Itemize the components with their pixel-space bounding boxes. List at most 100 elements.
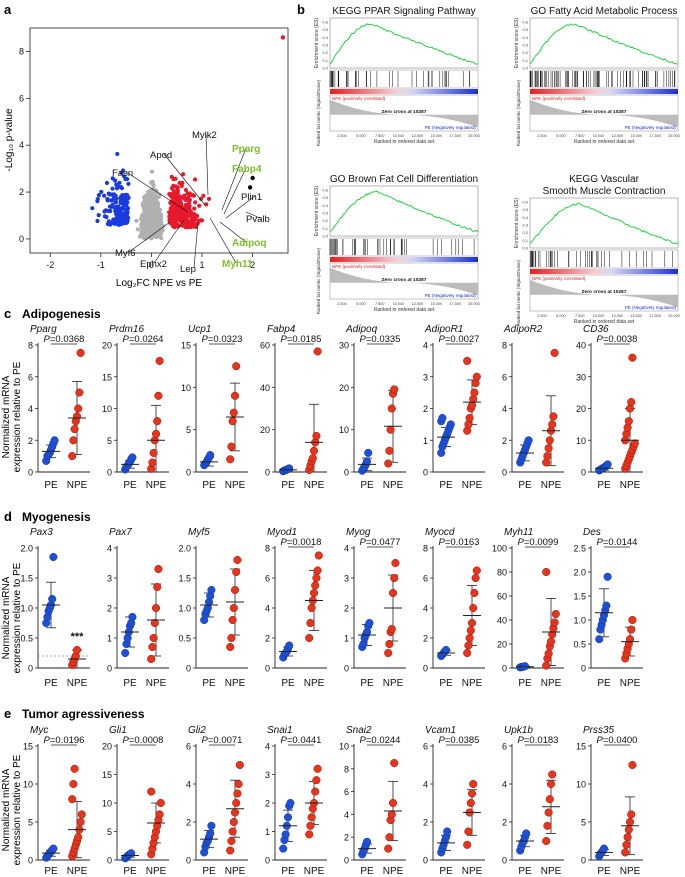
dotplot-ytick-label: 1.5: [573, 592, 586, 602]
volcano-point-up: [191, 193, 197, 198]
dotplot-point-npe: [472, 566, 481, 575]
dotplot-point-npe: [465, 633, 474, 643]
dotplot-ytick-label: 0: [423, 664, 428, 674]
gsea-hits-frame: [329, 69, 479, 89]
dotplot-point-npe: [385, 446, 394, 455]
dotplot-ytick-label: 1.0: [20, 604, 33, 614]
gsea-metric-label: Ranked list metric (Signal2Noise): [316, 247, 321, 314]
gsea-es-tick: 0.2: [322, 218, 328, 223]
dotplot-xtick-label: NPE: [541, 866, 562, 877]
gsea-xtick-label: 15,000: [430, 134, 442, 138]
dotplot-ytick-label: 0.5: [573, 640, 586, 650]
gsea-es-curve: [329, 23, 478, 65]
volcano-gene-label: Fasn: [112, 168, 133, 179]
dotplot-ytick-label: 2: [344, 833, 349, 843]
dotplot-ytick-label: 0: [107, 856, 112, 866]
dotplot-point-npe: [155, 810, 164, 819]
volcano-point-down: [118, 196, 123, 201]
dotplot-ytick-label: 10: [339, 742, 349, 752]
gsea-xtick-label: 7,500: [575, 314, 585, 318]
dotplot-point-npe: [390, 573, 399, 583]
volcano-point-down: [125, 176, 130, 182]
dotplot-point-pe: [50, 436, 59, 445]
dotplot-point-npe: [76, 348, 85, 357]
dotplot-point-pe: [286, 798, 295, 808]
dotplot-ytick-label: 1.0: [573, 616, 586, 626]
dotplot-ytick-label: 6: [186, 742, 191, 752]
dotplot-point-npe: [470, 588, 479, 598]
gsea-metric-label: Ranked list metric (Signal2Noise): [516, 259, 521, 326]
volcano-point-down: [119, 170, 124, 175]
dotplot-point-npe: [309, 588, 319, 598]
gsea-xtick-label: 17,500: [649, 314, 661, 318]
volcano-point-up: [189, 214, 194, 219]
dotplot-point-pe: [362, 457, 372, 466]
dotplot-pvalue: P=0.0400: [597, 735, 638, 746]
dotplot-point-npe: [72, 645, 82, 655]
dotplot-ytick-label: 6: [265, 574, 270, 584]
volcano-point-down: [123, 192, 128, 197]
dotplot-pvalue: P=0.0477: [360, 537, 401, 548]
dotplot-point-npe: [467, 618, 477, 628]
section-title-myogenesis: Myogenesis: [22, 510, 91, 524]
dotplot-ytick-label: 40: [576, 341, 586, 351]
dotplot-xtick-label: NPE: [225, 678, 246, 689]
volcano-point-down: [115, 151, 120, 157]
dotplot-ytick-label: 0: [581, 856, 586, 866]
volcano-point-down: [122, 174, 127, 179]
dotplot-pax7: Pax7 0 1 2 3 4 PE NPE: [107, 527, 169, 689]
dotplot-ytick-label: 10: [23, 780, 33, 790]
dotplot-gli2: Gli2 0 2 4 6 PE NPE P=0.0071: [186, 725, 248, 877]
gsea-xtick-label: 15,000: [430, 302, 442, 306]
gsea-xtick-label: 12,500: [412, 302, 424, 306]
gsea-es-tick: 0.1: [322, 226, 328, 231]
volcano-point-ns: [154, 190, 159, 195]
dotplot-xtick-label: NPE: [146, 678, 167, 689]
volcano-point-up: [280, 35, 286, 40]
dotplot-xtick-label: PE: [439, 678, 453, 689]
dotplot-point-pe: [206, 829, 215, 838]
dotplot-ytick-label: 5: [107, 827, 112, 837]
dotplot-point-npe: [226, 455, 235, 464]
dotplot-myf5: Myf5 0 0.5 1.0 1.5 2.0 PE NPE: [178, 527, 248, 689]
volcano-point-down: [123, 218, 128, 223]
dotplot-title: CD36: [583, 324, 609, 335]
dotplot-point-npe: [624, 825, 633, 834]
volcano-ytick-label: 6: [19, 93, 24, 103]
dotplot-point-npe: [233, 789, 242, 798]
gsea-xlabel: Ranked in ordered data set: [574, 319, 635, 325]
dotplot-xtick-label: PE: [123, 866, 137, 877]
dotplot-ytick-label: 4: [502, 780, 507, 790]
dotplot-ytick-label: 10: [102, 404, 112, 414]
dotplot-pvalue: P=0.0368: [44, 334, 85, 345]
dotplot-point-npe: [151, 429, 161, 438]
gsea-pos-label: NPE (positively correlated): [532, 96, 586, 101]
volcano-point-ns: [146, 221, 151, 226]
dotplot-point-npe: [544, 808, 553, 817]
dotplot-pvalue: P=0.0441: [281, 735, 322, 746]
dotplot-point-npe: [550, 348, 559, 357]
volcano-point-up: [187, 204, 192, 209]
dotplot-point-npe: [625, 817, 635, 827]
dotplot-point-npe: [627, 810, 636, 819]
dotplot-ytick-label: 1: [423, 436, 428, 446]
dotplot-xtick-label: PE: [597, 866, 611, 877]
dotplot-point-pe: [207, 821, 216, 830]
volcano-point-down: [90, 206, 95, 211]
dotplot-xtick-label: NPE: [620, 866, 641, 877]
dotplot-point-npe: [233, 555, 242, 565]
dotplot-point-npe: [628, 353, 637, 362]
dotplot-des: Des 0 0.5 1.0 1.5 2.0 2.5 PE NPE P=0.0144: [573, 527, 643, 689]
dotplot-point-pe: [49, 552, 58, 562]
dotplot-ytick-label: 40: [260, 383, 270, 393]
gsea-es-tick: 0.3: [322, 211, 328, 216]
gsea-metric-area: [530, 279, 678, 308]
dotplot-ytick-label: 20: [576, 404, 586, 414]
volcano-gene-label: Myf6: [115, 248, 136, 259]
volcano-point-up: [186, 200, 192, 205]
dotplot-point-npe: [72, 412, 82, 421]
volcano-gene-label: Adipoq: [232, 238, 266, 249]
dotplot-ytick-label: 2: [265, 799, 270, 809]
dotplot-ytick-label: 4: [344, 810, 349, 820]
